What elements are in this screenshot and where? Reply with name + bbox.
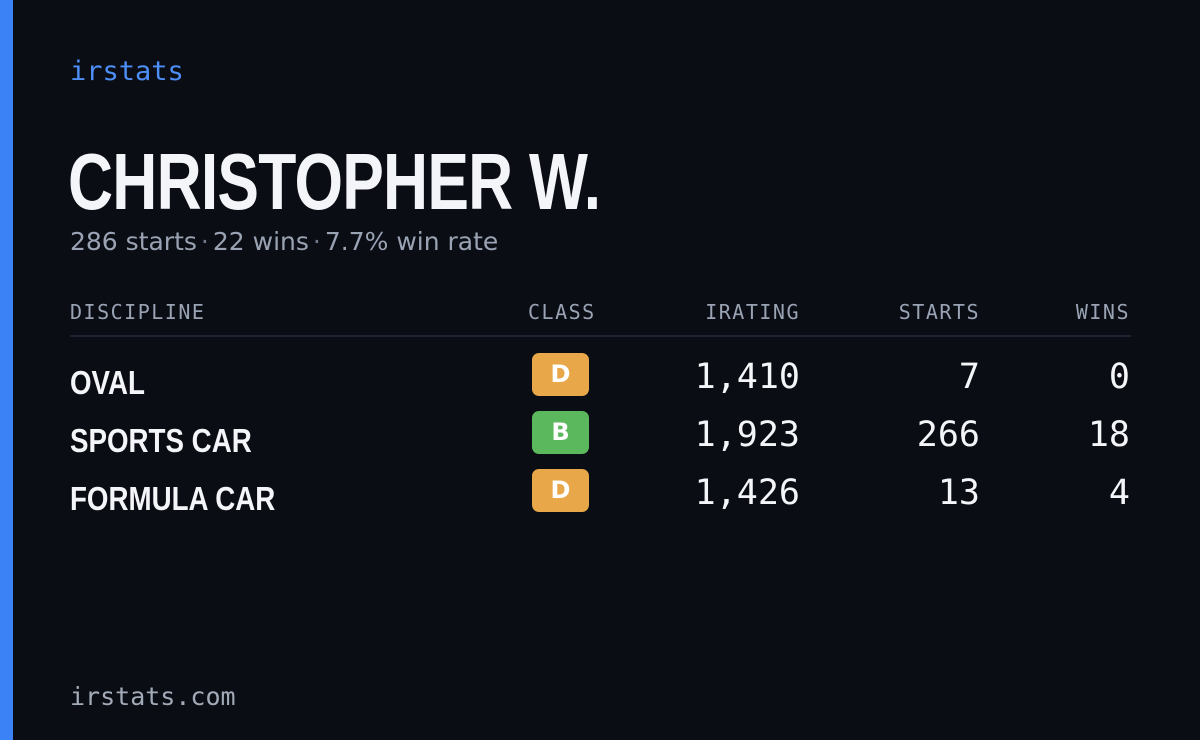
brand-logo[interactable]: irstats [70,56,184,87]
wins-value: 0 [1108,357,1130,397]
wins-value: 4 [1108,473,1130,513]
footer-domain[interactable]: irstats.com [70,682,236,711]
player-name: CHRISTOPHER W. [68,137,601,226]
starts-value: 266 [916,415,980,455]
discipline-name: OVAL [70,364,145,401]
discipline-name: FORMULA CAR [70,480,276,517]
header-starts: STARTS [898,300,980,324]
header-class: CLASS [528,300,596,324]
table-header: DISCIPLINE CLASS IRATING STARTS WINS [70,296,1131,337]
summary-starts: 286 starts [70,227,197,256]
header-irating: IRATING [705,300,800,324]
starts-value: 13 [937,473,980,513]
wins-value: 18 [1087,415,1130,455]
summary-win-rate: 7.7% win rate [324,227,499,256]
stats-table: DISCIPLINE CLASS IRATING STARTS WINS OVA… [70,296,1131,527]
class-badge: D [532,469,589,512]
header-wins: WINS [1075,300,1130,324]
player-summary: 286 starts · 22 wins · 7.7% win rate [70,227,498,256]
table-body: OVAL D 1,410 7 0 SPORTS CAR B 1,923 266 … [70,353,1131,527]
table-row: FORMULA CAR D 1,426 13 4 [70,469,1131,527]
irating-value: 1,923 [694,415,800,455]
summary-separator: · [312,227,321,256]
starts-value: 7 [958,357,980,397]
header-discipline: DISCIPLINE [70,300,206,324]
summary-wins: 22 wins [212,227,309,256]
accent-bar [0,0,13,740]
class-badge: D [532,353,589,396]
irating-value: 1,410 [694,357,800,397]
table-row: SPORTS CAR B 1,923 266 18 [70,411,1131,469]
table-row: OVAL D 1,410 7 0 [70,353,1131,411]
discipline-name: SPORTS CAR [70,422,252,459]
irating-value: 1,426 [694,473,800,513]
summary-separator: · [200,227,209,256]
class-badge: B [532,411,589,454]
